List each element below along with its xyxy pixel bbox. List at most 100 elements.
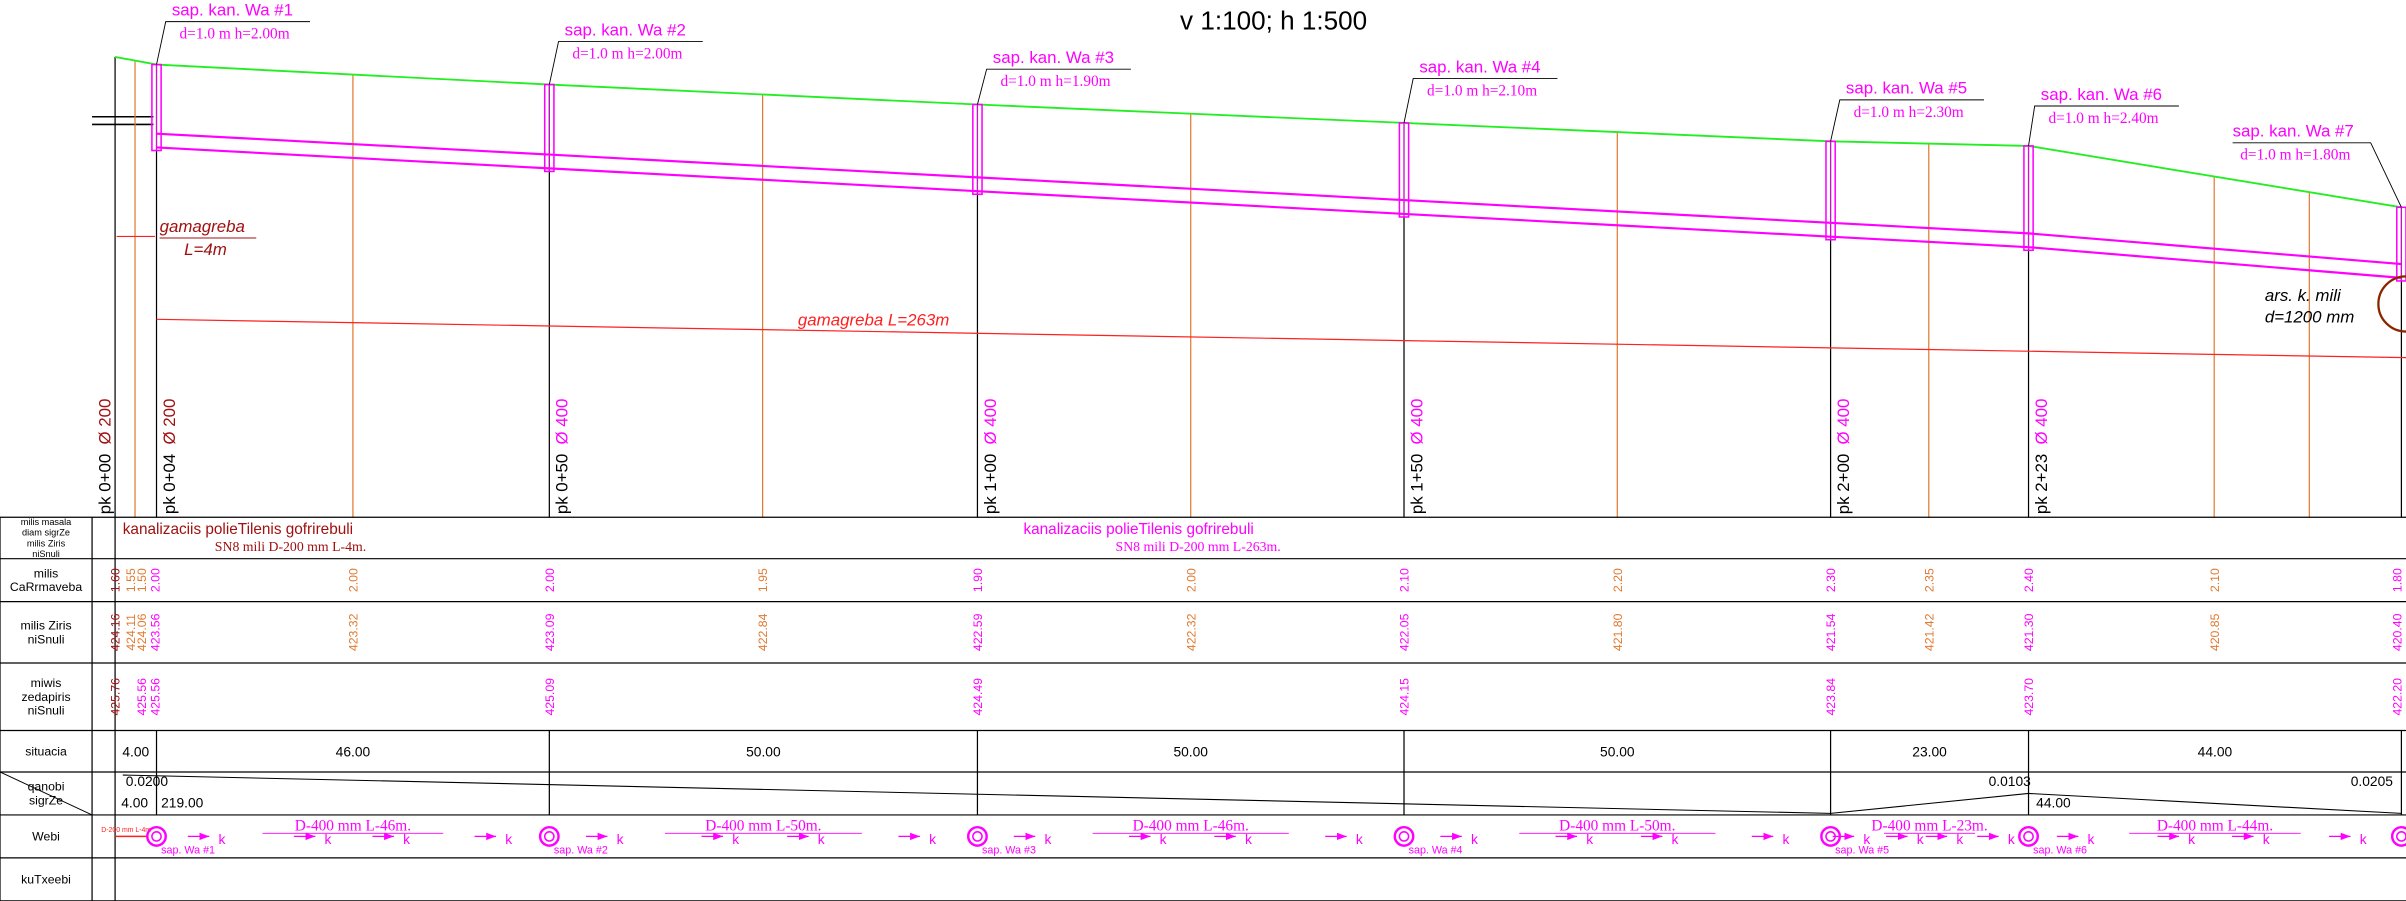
flow-mark: k bbox=[1917, 832, 1924, 847]
distance-value: 44.00 bbox=[2198, 745, 2233, 760]
station-label: pk 1+00 Ø 400 bbox=[981, 399, 1000, 515]
row-header: diam sigrZe bbox=[22, 528, 70, 538]
well-label: ars. k. mili bbox=[2265, 286, 2342, 305]
flow-mark: k bbox=[1672, 832, 1679, 847]
segment-label: D-400 mm L-50m. bbox=[705, 817, 821, 834]
distance-value: 50.00 bbox=[1600, 745, 1635, 760]
short-length: L=4m bbox=[184, 240, 227, 259]
flow-mark: k bbox=[1044, 832, 1051, 847]
leader bbox=[548, 41, 703, 85]
plan-well-inner bbox=[151, 831, 162, 842]
flow-mark: k bbox=[325, 832, 332, 847]
slope-value: 0.0200 bbox=[126, 774, 169, 789]
invert-value: 420.85 bbox=[2208, 613, 2222, 651]
depth-value: 1.95 bbox=[756, 568, 770, 592]
invert-value: 424.16 bbox=[109, 613, 123, 651]
manhole-name: sap. kan. Wa #1 bbox=[172, 0, 293, 19]
station-diameter: Ø 400 bbox=[1407, 399, 1426, 445]
slope-line bbox=[122, 774, 1831, 814]
invert-value: 423.09 bbox=[543, 613, 557, 651]
slope-line bbox=[2028, 792, 2402, 814]
station-diameter: Ø 200 bbox=[160, 399, 179, 445]
manhole-name: sap. kan. Wa #3 bbox=[993, 48, 1114, 67]
invert-value: 424.06 bbox=[135, 613, 149, 651]
distance-value: 23.00 bbox=[1912, 745, 1947, 760]
flow-mark: k bbox=[403, 832, 410, 847]
invert-value: 420.40 bbox=[2390, 613, 2404, 651]
row-header: qanobi bbox=[28, 780, 65, 794]
plan-well bbox=[967, 825, 988, 847]
station-label: pk 0+50 Ø 400 bbox=[553, 399, 572, 515]
plan-well-inner bbox=[972, 831, 983, 842]
ground-value: 423.70 bbox=[2022, 678, 2036, 716]
segment-label: D-400 mm L-46m. bbox=[1133, 817, 1249, 834]
depth-value: 1.60 bbox=[109, 568, 123, 592]
ground-value: 424.15 bbox=[1398, 678, 1412, 716]
station-pk: pk 2+00 bbox=[1834, 454, 1853, 514]
segment-label: D-400 mm L-46m. bbox=[295, 817, 411, 834]
plan-well-label: sap. Wa #5 bbox=[1835, 844, 1889, 856]
station-diameter: Ø 200 bbox=[95, 399, 114, 445]
invert-value: 422.32 bbox=[1184, 613, 1198, 651]
station-pk: pk 2+67 bbox=[2405, 454, 2406, 514]
depth-value: 2.10 bbox=[1398, 568, 1412, 592]
manhole-name: sap. kan. Wa #7 bbox=[2233, 122, 2354, 141]
plan-well-label: sap. Wa #3 bbox=[982, 844, 1036, 856]
dimension-line bbox=[156, 318, 2406, 359]
plan-well bbox=[2018, 825, 2039, 847]
plan-well-label: sap. Wa #1 bbox=[161, 844, 215, 856]
station-diameter: Ø 400 bbox=[2405, 399, 2406, 445]
invert-value: 422.59 bbox=[971, 613, 985, 651]
distance-value: 50.00 bbox=[746, 745, 781, 760]
plan-well-inner bbox=[1398, 831, 1410, 842]
material-text: kanalizaciis polieTilenis gofrirebuli bbox=[1023, 521, 1253, 538]
row-header: Webi bbox=[32, 830, 60, 844]
length-value: 219.00 bbox=[161, 795, 204, 810]
station-label: pk 0+04 Ø 200 bbox=[160, 399, 179, 515]
invert-value: 423.32 bbox=[347, 613, 361, 651]
manhole-size: d=1.0 m h=2.10m bbox=[1427, 82, 1537, 99]
segment-label: D-400 mm L-23m. bbox=[1871, 817, 1987, 834]
leader bbox=[1403, 77, 1558, 123]
ground-value: 425.76 bbox=[109, 678, 123, 716]
plan-well bbox=[146, 825, 167, 847]
depth-value: 1.80 bbox=[2390, 568, 2404, 592]
ground-value: 423.84 bbox=[1824, 678, 1838, 716]
flow-mark: k bbox=[2088, 832, 2095, 847]
row-header: niSnuli bbox=[28, 704, 65, 718]
flow-mark: k bbox=[505, 832, 512, 847]
plan-well-label: sap. Wa #2 bbox=[554, 844, 608, 856]
ground-value: 425.56 bbox=[135, 678, 149, 716]
depth-value: 1.55 bbox=[124, 568, 138, 592]
long-section: gamagreba L=263m bbox=[798, 310, 949, 329]
flow-mark: k bbox=[1356, 832, 1363, 847]
row-header: milis Ziris bbox=[27, 538, 66, 548]
manhole-size: d=1.0 m h=2.00m bbox=[572, 45, 682, 62]
ground-value: 422.20 bbox=[2390, 678, 2404, 716]
row-header: niSnuli bbox=[32, 549, 60, 559]
flow-mark: k bbox=[1160, 832, 1167, 847]
slope-value: 0.0103 bbox=[1989, 774, 2032, 789]
flow-mark: k bbox=[2188, 832, 2195, 847]
invert-value: 421.30 bbox=[2022, 613, 2036, 651]
depth-value: 2.00 bbox=[1184, 568, 1198, 592]
leader bbox=[2232, 142, 2402, 208]
station-diameter: Ø 400 bbox=[981, 399, 1000, 445]
ground-value: 424.49 bbox=[971, 678, 985, 716]
invert-value: 421.54 bbox=[1824, 613, 1838, 651]
manhole-name: sap. kan. Wa #6 bbox=[2041, 85, 2162, 104]
plan-well-inner bbox=[543, 831, 555, 842]
station-pk: pk 1+50 bbox=[1407, 454, 1426, 514]
distance-value: 46.00 bbox=[336, 745, 371, 760]
plan-well-inner bbox=[2023, 831, 2034, 842]
distance-value: 50.00 bbox=[1173, 745, 1208, 760]
invert-value: 421.42 bbox=[1922, 613, 1936, 651]
flow-mark: k bbox=[1863, 832, 1870, 847]
flow-mark: k bbox=[818, 832, 825, 847]
station-pk: pk 2+23 bbox=[2032, 454, 2051, 514]
flow-mark: k bbox=[1245, 832, 1252, 847]
plan-well bbox=[2390, 825, 2406, 847]
manhole-name: sap. kan. Wa #4 bbox=[1419, 57, 1540, 76]
manhole-size: d=1.0 m h=1.90m bbox=[1000, 73, 1110, 90]
